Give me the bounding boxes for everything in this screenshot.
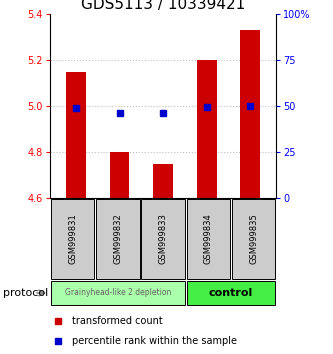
Text: Grainyhead-like 2 depletion: Grainyhead-like 2 depletion	[65, 289, 171, 297]
Bar	[240, 30, 260, 198]
Text: control: control	[209, 288, 253, 298]
Bar	[187, 281, 275, 305]
Text: protocol: protocol	[3, 288, 49, 298]
Bar	[187, 199, 230, 279]
Text: GSM999832: GSM999832	[113, 213, 123, 264]
Bar	[96, 199, 140, 279]
Text: GSM999833: GSM999833	[159, 213, 168, 264]
Bar	[51, 281, 185, 305]
Text: percentile rank within the sample: percentile rank within the sample	[72, 336, 237, 346]
Text: GSM999834: GSM999834	[204, 213, 213, 264]
Bar	[51, 199, 94, 279]
Bar	[154, 164, 173, 198]
Bar	[197, 60, 216, 198]
Text: GSM999831: GSM999831	[68, 213, 77, 264]
Text: transformed count: transformed count	[72, 316, 163, 326]
Bar	[66, 72, 86, 198]
Title: GDS5113 / 10339421: GDS5113 / 10339421	[81, 0, 245, 12]
Bar	[232, 199, 275, 279]
Bar	[142, 199, 185, 279]
Text: GSM999835: GSM999835	[249, 213, 258, 264]
Bar	[110, 152, 130, 198]
